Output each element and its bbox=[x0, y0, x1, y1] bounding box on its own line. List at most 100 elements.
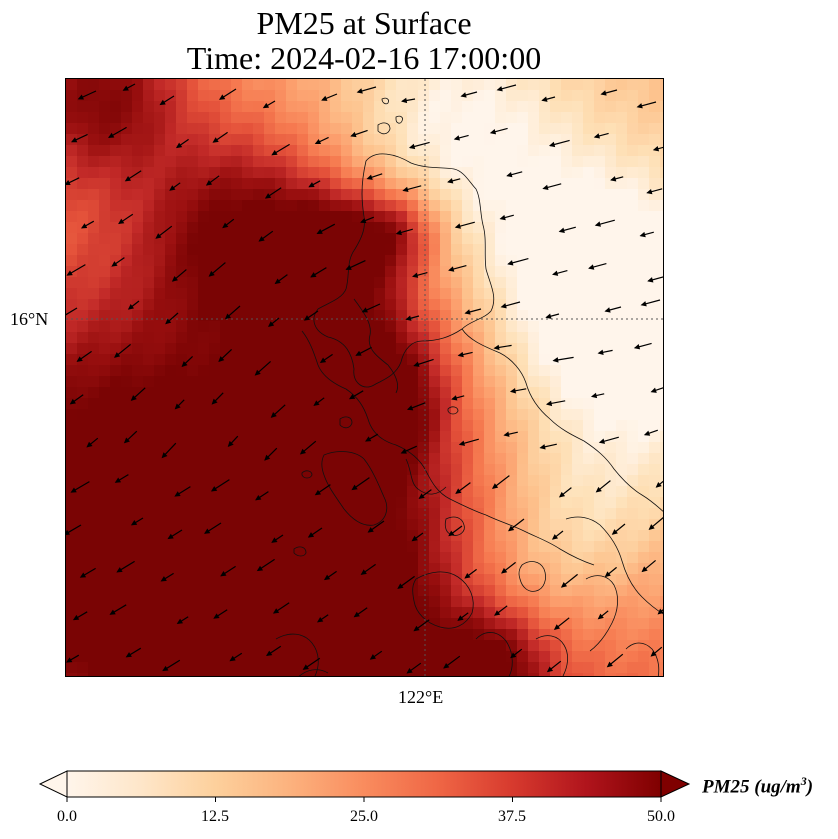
heat-cell bbox=[506, 409, 518, 421]
heat-cell bbox=[484, 299, 496, 311]
heat-cell bbox=[495, 277, 507, 289]
wind-arrow bbox=[86, 437, 99, 448]
heat-cell bbox=[440, 332, 452, 344]
heat-cell bbox=[88, 244, 100, 256]
heat-cell bbox=[539, 354, 551, 366]
heat-cell bbox=[396, 134, 408, 146]
heat-cell bbox=[638, 321, 650, 333]
heat-cell bbox=[616, 321, 628, 333]
heat-cell bbox=[396, 255, 408, 267]
heat-cell bbox=[407, 310, 419, 322]
heat-cell bbox=[451, 277, 463, 289]
heat-cell bbox=[187, 640, 199, 652]
wind-arrow bbox=[109, 604, 127, 615]
heat-cell bbox=[253, 299, 265, 311]
heat-cell bbox=[429, 321, 441, 333]
heat-cell bbox=[561, 387, 573, 399]
heat-cell bbox=[176, 299, 188, 311]
heat-cell bbox=[385, 552, 397, 564]
heat-cell bbox=[539, 145, 551, 157]
heat-cell bbox=[77, 101, 89, 113]
heat-cell bbox=[99, 255, 111, 267]
heat-cell bbox=[66, 288, 78, 300]
heat-cell bbox=[616, 145, 628, 157]
heat-cell bbox=[649, 123, 661, 135]
colorbar-over-extend bbox=[660, 770, 691, 798]
heat-cell bbox=[429, 640, 441, 652]
heat-cell bbox=[308, 673, 320, 676]
heat-cell bbox=[418, 640, 430, 652]
wind-arrow bbox=[254, 360, 271, 376]
heat-cell bbox=[528, 431, 540, 443]
heat-cell bbox=[638, 200, 650, 212]
heat-cell bbox=[220, 607, 232, 619]
heat-cell bbox=[242, 310, 254, 322]
heat-cell bbox=[198, 530, 210, 542]
heat-cell bbox=[385, 541, 397, 553]
heat-cell bbox=[429, 112, 441, 124]
heat-cell bbox=[572, 244, 584, 256]
heat-cell bbox=[341, 167, 353, 179]
heat-cell bbox=[264, 134, 276, 146]
heat-cell bbox=[605, 156, 617, 168]
heat-cell bbox=[429, 200, 441, 212]
heat-cell bbox=[308, 112, 320, 124]
heat-cell bbox=[88, 189, 100, 201]
heat-cell bbox=[440, 376, 452, 388]
heat-cell bbox=[385, 607, 397, 619]
heat-cell bbox=[264, 310, 276, 322]
heat-cell bbox=[352, 552, 364, 564]
heat-cell bbox=[473, 321, 485, 333]
heat-cell bbox=[286, 145, 298, 157]
heat-cell bbox=[572, 640, 584, 652]
heat-cell bbox=[451, 607, 463, 619]
heat-cell bbox=[528, 453, 540, 465]
heat-cell bbox=[165, 519, 177, 531]
heat-cell bbox=[407, 90, 419, 102]
heat-cell bbox=[495, 541, 507, 553]
heat-cell bbox=[440, 453, 452, 465]
heat-cell bbox=[66, 475, 78, 487]
heat-cell bbox=[341, 332, 353, 344]
heat-cell bbox=[220, 79, 232, 91]
heat-cell bbox=[66, 255, 78, 267]
heat-cell bbox=[660, 112, 663, 124]
wind-arrow bbox=[411, 272, 428, 278]
colorbar-tick-1: 12.5 bbox=[201, 808, 229, 825]
heat-cell bbox=[594, 112, 606, 124]
heat-cell bbox=[88, 376, 100, 388]
heat-cell bbox=[517, 189, 529, 201]
heat-cell bbox=[462, 651, 474, 663]
heat-cell bbox=[154, 343, 166, 355]
heat-cell bbox=[506, 673, 518, 676]
heat-cell bbox=[572, 255, 584, 267]
heat-cell bbox=[473, 607, 485, 619]
heat-cell bbox=[308, 200, 320, 212]
heat-cell bbox=[77, 321, 89, 333]
heat-cell bbox=[297, 156, 309, 168]
heat-cell bbox=[264, 156, 276, 168]
heat-cell bbox=[341, 244, 353, 256]
heat-cell bbox=[165, 332, 177, 344]
heat-cell bbox=[198, 651, 210, 663]
heat-cell bbox=[396, 266, 408, 278]
heat-cell bbox=[286, 552, 298, 564]
heat-cell bbox=[616, 651, 628, 663]
heat-cell bbox=[253, 365, 265, 377]
heat-cell bbox=[407, 145, 419, 157]
heat-cell bbox=[264, 530, 276, 542]
heat-cell bbox=[198, 178, 210, 190]
heat-cell bbox=[209, 387, 221, 399]
heat-cell bbox=[121, 519, 133, 531]
heat-cell bbox=[605, 178, 617, 190]
heat-cell bbox=[352, 277, 364, 289]
heat-cell bbox=[319, 618, 331, 630]
map-canvas bbox=[66, 79, 663, 676]
heat-cell bbox=[462, 475, 474, 487]
heat-cell bbox=[550, 420, 562, 432]
heat-cell bbox=[627, 101, 639, 113]
heat-cell bbox=[374, 255, 386, 267]
heat-cell bbox=[77, 134, 89, 146]
heat-cell bbox=[473, 519, 485, 531]
heat-cell bbox=[308, 629, 320, 641]
